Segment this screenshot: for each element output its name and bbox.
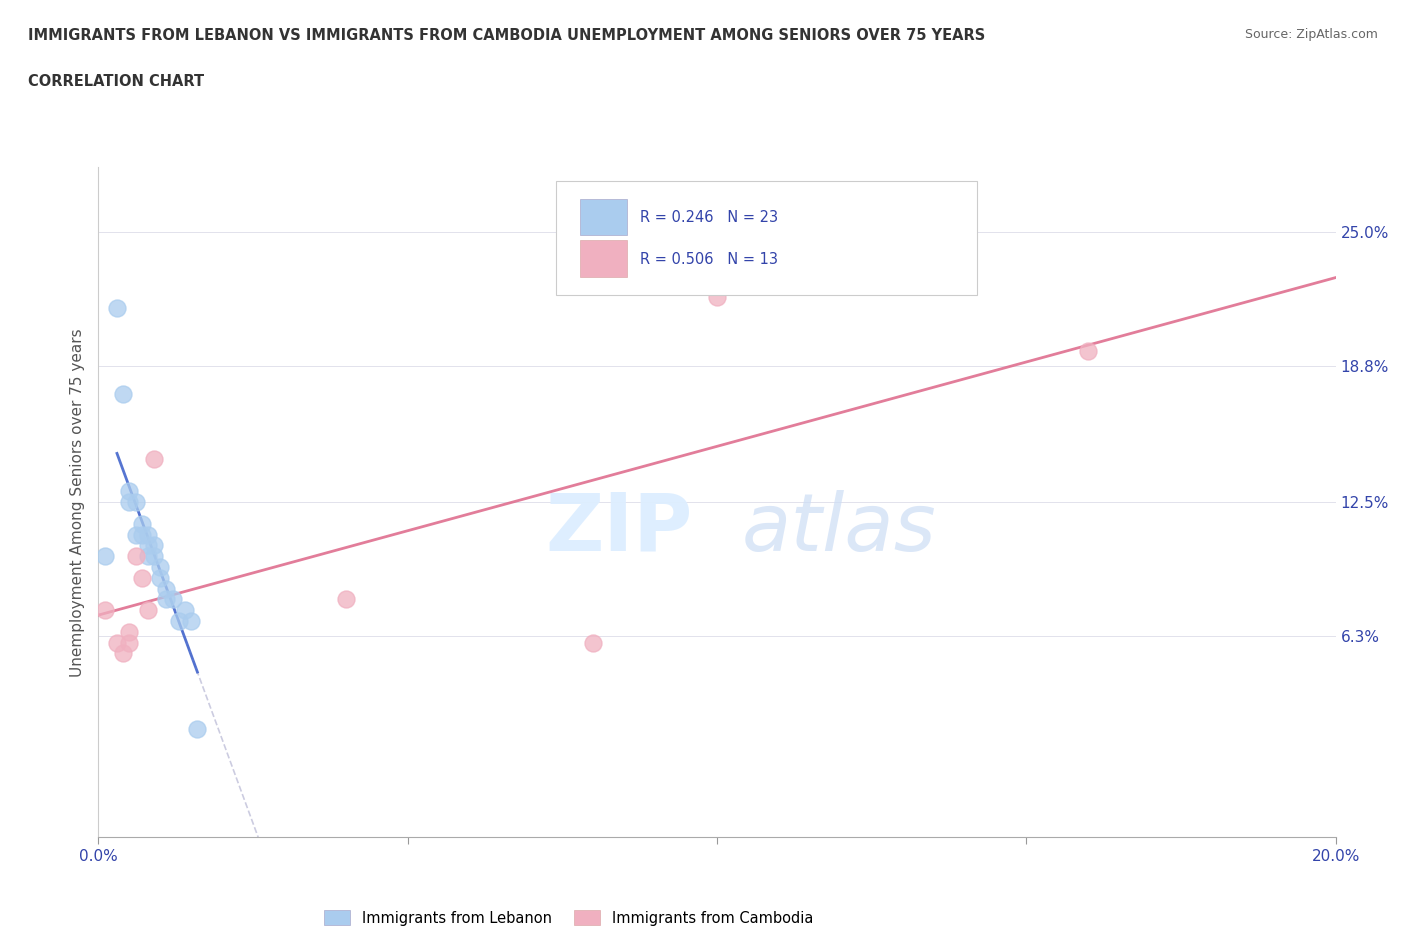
Point <box>93 549 115 564</box>
Point <box>131 527 153 542</box>
Point <box>143 538 166 552</box>
Point <box>1077 343 1099 358</box>
Point <box>143 452 166 467</box>
Point <box>112 646 135 661</box>
Point <box>131 516 153 531</box>
Point <box>131 570 153 585</box>
Point <box>706 289 728 304</box>
Point <box>335 592 357 607</box>
Point <box>105 300 128 315</box>
Point <box>155 581 177 596</box>
Point <box>582 635 605 650</box>
Point <box>112 387 135 402</box>
Point <box>136 538 159 552</box>
Point <box>118 484 141 498</box>
Legend: Immigrants from Lebanon, Immigrants from Cambodia: Immigrants from Lebanon, Immigrants from… <box>318 905 818 930</box>
Y-axis label: Unemployment Among Seniors over 75 years: Unemployment Among Seniors over 75 years <box>69 328 84 676</box>
Point <box>136 603 159 618</box>
Point <box>149 570 172 585</box>
Point <box>155 592 177 607</box>
Point <box>118 495 141 510</box>
Point <box>143 549 166 564</box>
Point <box>93 603 115 618</box>
Text: R = 0.506   N = 13: R = 0.506 N = 13 <box>640 252 779 267</box>
Point <box>162 592 184 607</box>
Text: Source: ZipAtlas.com: Source: ZipAtlas.com <box>1244 28 1378 41</box>
Text: CORRELATION CHART: CORRELATION CHART <box>28 74 204 89</box>
Point <box>149 560 172 575</box>
Point <box>136 549 159 564</box>
Point <box>105 635 128 650</box>
Text: ZIP: ZIP <box>546 490 692 568</box>
Point <box>118 624 141 639</box>
FancyBboxPatch shape <box>579 240 627 276</box>
Point <box>124 495 146 510</box>
Text: R = 0.246   N = 23: R = 0.246 N = 23 <box>640 210 779 225</box>
Text: atlas: atlas <box>742 490 936 568</box>
Point <box>118 635 141 650</box>
Point <box>124 527 146 542</box>
Point <box>167 614 190 629</box>
Point <box>174 603 197 618</box>
Point <box>136 527 159 542</box>
Point <box>124 549 146 564</box>
FancyBboxPatch shape <box>579 199 627 235</box>
FancyBboxPatch shape <box>557 180 977 295</box>
Text: IMMIGRANTS FROM LEBANON VS IMMIGRANTS FROM CAMBODIA UNEMPLOYMENT AMONG SENIORS O: IMMIGRANTS FROM LEBANON VS IMMIGRANTS FR… <box>28 28 986 43</box>
Point <box>186 722 208 737</box>
Point <box>180 614 202 629</box>
